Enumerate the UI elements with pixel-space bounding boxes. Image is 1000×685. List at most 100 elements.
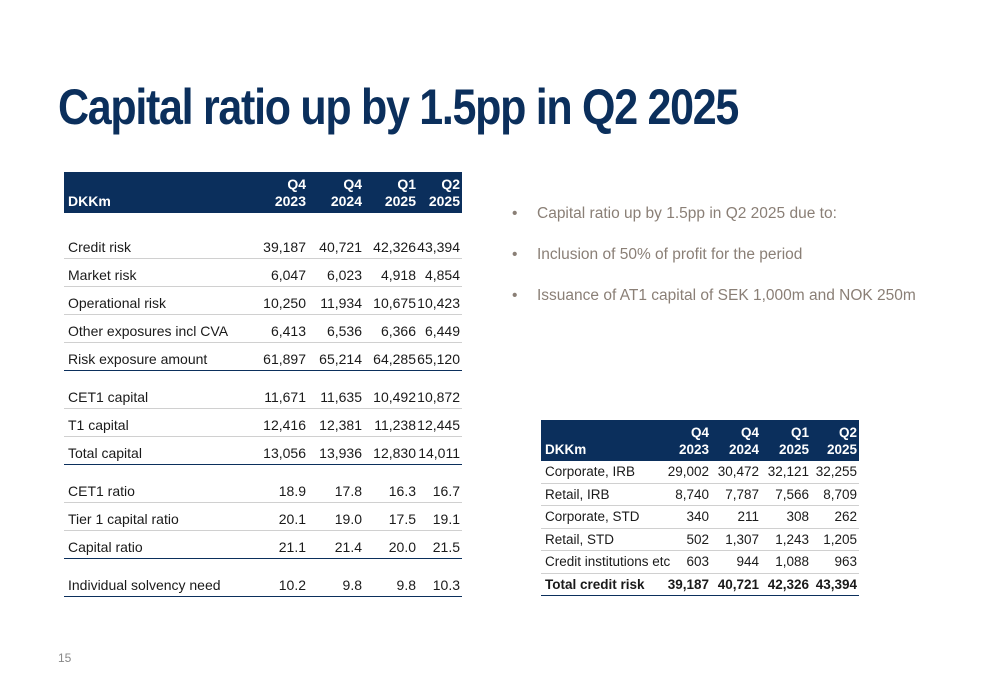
row-label: Retail, STD	[545, 531, 615, 547]
table-cell: 502	[686, 531, 709, 547]
row-label: Total capital	[68, 445, 142, 461]
table-cell: 8,740	[675, 486, 709, 502]
column-header: Q2 2025	[826, 425, 857, 457]
table-cell: 8,709	[823, 486, 857, 502]
table-cell: 308	[786, 509, 809, 524]
total-row: Total credit risk 39,187 40,721 42,326 43,39…	[541, 574, 859, 596]
row-label: Operational risk	[68, 295, 167, 311]
row-label: CET1 capital	[68, 389, 149, 405]
table-cell: 6,047	[270, 267, 306, 283]
table-cell: 19.1	[432, 511, 460, 527]
row-label: Retail, IRB	[545, 486, 610, 502]
table-cell: 12,416	[263, 417, 306, 433]
table-cell: 211	[737, 509, 759, 524]
table-cell: 9.8	[396, 577, 416, 593]
table-row: T1 capital 12,416 12,381 11,238 12,445	[64, 409, 462, 437]
table-cell: 6,023	[326, 267, 362, 283]
table-row: Total capital 13,056 13,936 12,830 14,011	[64, 437, 462, 465]
table-cell: 21.5	[432, 539, 460, 555]
table-cell: 7,787	[725, 486, 759, 502]
capital-table: DKKm Q4 2023 Q4 2024 Q1 2025 Q2 2025 Credit …	[64, 172, 462, 597]
bullet-item: • Capital ratio up by 1.5pp in Q2 2025 du…	[512, 202, 916, 243]
row-label: Capital ratio	[68, 539, 143, 555]
column-header: Q1 2025	[778, 425, 809, 457]
table-row: Credit institutions etc 603 944 1,088 963	[541, 551, 859, 574]
table-cell: 39,187	[667, 576, 709, 592]
column-header: Q2 2025	[428, 176, 460, 209]
bullet-item: • Issuance of AT1 capital of SEK 1,000m a…	[512, 284, 916, 325]
credit-risk-table-header: DKKm Q4 2023 Q4 2024 Q1 2025 Q2 2025	[541, 420, 859, 461]
table-cell: 32,121	[767, 464, 809, 479]
row-label: CET1 ratio	[68, 483, 135, 499]
capital-table-body: Credit risk 39,187 40,721 42,326 43,394 Marke…	[64, 231, 462, 597]
row-label: T1 capital	[68, 417, 129, 433]
table-cell: 21.4	[334, 539, 362, 555]
table-cell: 10.3	[432, 577, 460, 593]
bullet-dot: •	[512, 287, 518, 304]
table-row: Other exposures incl CVA 6,413 6,536 6,366 6…	[64, 315, 462, 343]
table-cell: 262	[834, 509, 857, 524]
table-row: Risk exposure amount 61,897 65,214 64,285 65…	[64, 343, 462, 371]
table-cell: 40,721	[319, 239, 362, 255]
table-row: Tier 1 capital ratio 20.1 19.0 17.5 19.1	[64, 503, 462, 531]
table-cell: 1,307	[725, 531, 759, 547]
table-cell: 6,449	[424, 323, 460, 339]
table-cell: 603	[686, 554, 709, 569]
table-cell: 39,187	[263, 239, 306, 255]
row-label: Credit risk	[68, 239, 132, 255]
table-cell: 1,088	[775, 554, 809, 569]
table-cell: 30,472	[717, 464, 759, 479]
table-cell: 20.1	[278, 511, 306, 527]
row-label: Corporate, IRB	[545, 464, 636, 479]
row-label: Tier 1 capital ratio	[68, 511, 179, 527]
table-cell: 65,214	[319, 351, 362, 367]
table-cell: 6,366	[380, 323, 416, 339]
table-cell: 1,205	[823, 531, 857, 547]
credit-risk-table: DKKm Q4 2023 Q4 2024 Q1 2025 Q2 2025 Corpora…	[541, 420, 859, 596]
table-cell: 340	[686, 509, 709, 524]
table-row: Operational risk 10,250 11,934 10,675 10,423	[64, 287, 462, 315]
table-cell: 42,326	[373, 239, 416, 255]
credit-risk-table-body: Corporate, IRB 29,002 30,472 32,121 32,255 Re…	[541, 461, 859, 596]
table-cell: 13,056	[263, 445, 306, 461]
table-cell: 11,635	[320, 389, 362, 405]
table-row: Corporate, IRB 29,002 30,472 32,121 32,255	[541, 461, 859, 484]
table-cell: 13,936	[319, 445, 362, 461]
row-label: Risk exposure amount	[68, 351, 208, 367]
table-cell: 12,445	[417, 417, 460, 433]
row-label: Credit institutions etc	[545, 554, 671, 569]
column-header: Q4 2023	[274, 176, 306, 209]
table-row: Corporate, STD 340 211 308 262	[541, 506, 859, 529]
table-cell: 64,285	[373, 351, 416, 367]
bullet-dot: •	[512, 205, 518, 222]
table-cell: 11,934	[320, 295, 362, 311]
row-label: Total credit risk	[545, 576, 645, 592]
table-cell: 65,120	[417, 351, 460, 367]
table-row: Retail, IRB 8,740 7,787 7,566 8,709	[541, 484, 859, 506]
table-cell: 43,394	[815, 576, 857, 592]
column-header: Q1 2025	[384, 176, 416, 209]
table-cell: 12,381	[319, 417, 362, 433]
page-title: Capital ratio up by 1.5pp in Q2 2025	[58, 79, 739, 135]
table-cell: 42,326	[767, 576, 809, 592]
table-cell: 14,011	[418, 445, 460, 461]
table-cell: 4,918	[380, 267, 416, 283]
table-cell: 1,243	[775, 531, 809, 547]
table-row: Retail, STD 502 1,307 1,243 1,205	[541, 529, 859, 551]
table-cell: 11,238	[374, 417, 416, 433]
table-cell: 17.8	[334, 483, 362, 499]
table-row: Market risk 6,047 6,023 4,918 4,854	[64, 259, 462, 287]
table-cell: 6,536	[326, 323, 362, 339]
table-cell: 10,872	[417, 389, 460, 405]
table-cell: 10,423	[417, 295, 460, 311]
table-cell: 43,394	[417, 239, 460, 255]
table-cell: 32,255	[815, 464, 857, 479]
table-cell: 12,830	[373, 445, 416, 461]
bullet-item: • Inclusion of 50% of profit for the peri…	[512, 243, 916, 284]
table-cell: 16.3	[388, 483, 416, 499]
row-label: Other exposures incl CVA	[68, 323, 229, 339]
table-cell: 21.1	[278, 539, 306, 555]
table-row: CET1 ratio 18.9 17.8 16.3 16.7	[64, 475, 462, 503]
column-header: Q4 2024	[330, 176, 362, 209]
bullet-list: • Capital ratio up by 1.5pp in Q2 2025 du…	[512, 202, 916, 325]
